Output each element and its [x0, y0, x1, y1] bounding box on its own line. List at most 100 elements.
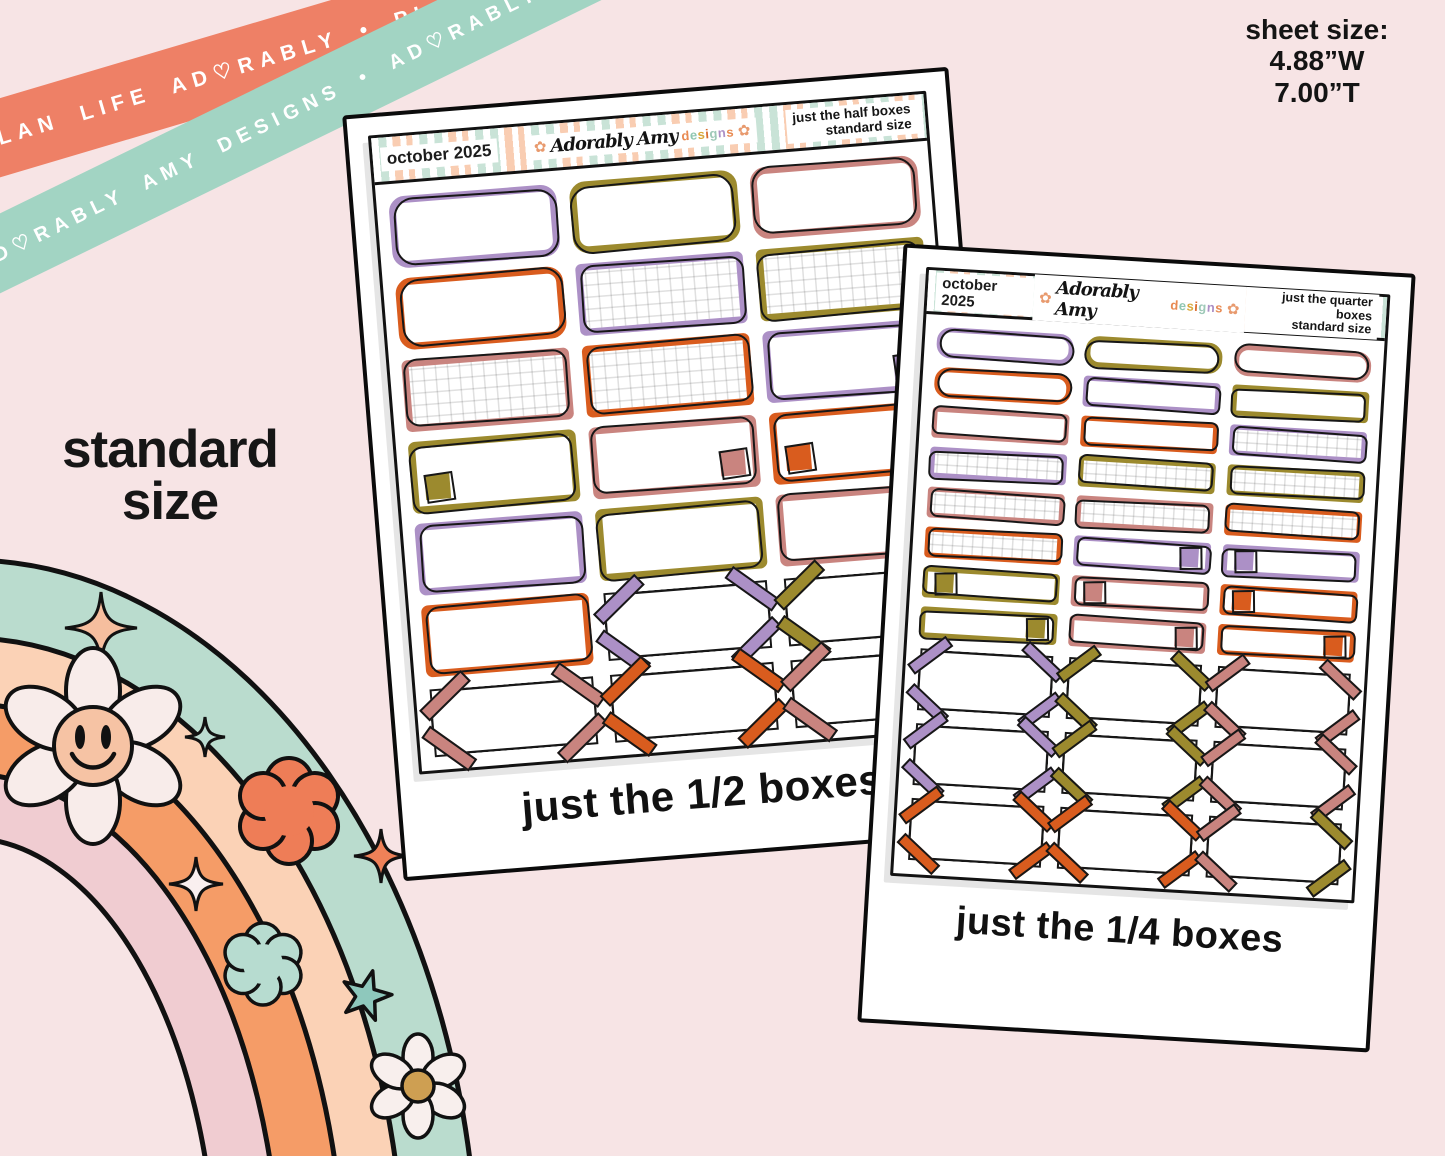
rect-box — [414, 510, 588, 596]
sticker-grid-orange — [581, 332, 755, 418]
corner-square-icon — [1174, 627, 1195, 648]
grid-box — [1075, 495, 1214, 535]
rect-box — [594, 496, 768, 582]
corner-square-icon — [785, 444, 813, 472]
sticker-rect-purple — [414, 510, 588, 596]
sticker-square-mauve — [1070, 575, 1209, 615]
round-box — [935, 326, 1075, 366]
brand-designs: designs — [1169, 297, 1224, 316]
corner-square-icon — [1322, 636, 1344, 657]
grid-box — [1228, 424, 1368, 464]
sparkle-icon — [185, 717, 225, 757]
square-box — [1070, 575, 1209, 615]
round-box — [394, 265, 568, 351]
flower-icon: ✿ — [533, 138, 548, 157]
square-box — [407, 428, 581, 515]
round-box — [1233, 344, 1372, 384]
round-box — [568, 169, 742, 255]
grid-box — [401, 347, 575, 433]
corner-square-icon — [1082, 581, 1103, 602]
rect-box — [1079, 415, 1219, 455]
sheet-size-title: sheet size: — [1245, 14, 1389, 45]
sticker-sheet-quarter-boxes: october 2025 ✿ Adorably Amy designs ✿ ju… — [857, 243, 1416, 1053]
rect-box — [420, 592, 594, 678]
sheet-size-height: 7.00”T — [1274, 76, 1360, 108]
grid-box — [1077, 455, 1217, 495]
sticker-grid-purple — [574, 250, 749, 337]
sticker-tape — [1202, 653, 1363, 749]
sheet-title: just the quarter boxes standard size — [1244, 287, 1380, 340]
sparkle-icon — [354, 829, 408, 883]
sticker-tape — [1198, 728, 1358, 823]
sticker-rect-purple — [1082, 375, 1221, 415]
sticker-round-olive — [1084, 335, 1224, 375]
sticker-round-olive — [568, 169, 742, 255]
star-icon — [342, 969, 394, 1022]
sheet-caption: just the 1/4 boxes — [954, 899, 1285, 962]
sticker-round-purple — [935, 326, 1075, 366]
sticker-grid-mauve — [1075, 495, 1214, 535]
sticker-tape — [599, 647, 790, 757]
sticker-grid-purple — [1228, 424, 1368, 464]
corner-square-icon — [933, 572, 955, 594]
rect-box — [1230, 384, 1370, 424]
corner-square-icon — [424, 473, 452, 501]
square-box — [588, 414, 762, 500]
smiley-daisy-icon — [3, 646, 183, 846]
sticker-square-orange — [1219, 583, 1358, 623]
round-box — [1084, 335, 1224, 375]
brand-script: Adorably Amy — [549, 125, 679, 157]
brand-script: Adorably Amy — [1054, 277, 1139, 322]
rect-box — [931, 406, 1070, 446]
standard-size-label: standard size — [62, 420, 279, 531]
sheet-paper: october 2025 ✿ Adorably Amy designs ✿ ju… — [890, 266, 1391, 904]
square-box — [1219, 583, 1358, 623]
sticker-square-purple — [1072, 535, 1212, 575]
sticker-round-orange — [394, 265, 568, 351]
grid-box — [928, 446, 1068, 486]
sticker-rect-olive — [594, 496, 768, 582]
brand-logo: ✿ Adorably Amy designs ✿ — [526, 116, 758, 161]
round-box — [748, 154, 922, 240]
sheet-month: october 2025 — [934, 272, 1035, 316]
corner-square-icon — [1025, 618, 1046, 639]
gold-daisy-icon — [369, 1032, 467, 1140]
sticker-grid-mauve — [401, 347, 575, 433]
sticker-rect-mauve — [931, 406, 1070, 446]
sticker-tape — [592, 565, 783, 676]
sheet-month: october 2025 — [379, 138, 499, 172]
grid-box — [581, 332, 755, 418]
rect-box — [1082, 375, 1221, 415]
grid-box — [1223, 504, 1363, 544]
sticker-tape — [419, 662, 609, 772]
flower-icon: ✿ — [1038, 289, 1053, 307]
rainbow-graphic — [0, 559, 472, 1156]
coral-flower-icon — [238, 756, 340, 866]
sticker-grid-mauve — [926, 486, 1065, 526]
sticker-square-purple — [1221, 543, 1361, 584]
sparkle-icon — [169, 857, 223, 911]
corner-square-icon — [1233, 550, 1254, 571]
square-box — [1221, 543, 1361, 584]
sticker-rect-orange — [420, 592, 594, 678]
corner-square-icon — [1231, 590, 1252, 611]
grid-box — [926, 486, 1065, 526]
sticker-tape — [1193, 803, 1354, 898]
sticker-round-mauve — [1233, 344, 1372, 384]
sheet-size-note: sheet size: 4.88”W 7.00”T — [1207, 14, 1427, 108]
sheet-size-width: 4.88”W — [1269, 45, 1365, 77]
sticker-grid-olive — [1226, 464, 1365, 504]
sticker-tape — [905, 635, 1065, 731]
sticker-tape — [1049, 719, 1210, 815]
sticker-grid-orange — [1223, 504, 1363, 544]
brand-designs: designs — [680, 123, 735, 143]
square-box — [921, 566, 1061, 606]
sticker-tape — [896, 785, 1057, 881]
flower-icon: ✿ — [737, 121, 752, 140]
round-box — [933, 366, 1073, 406]
round-box — [387, 183, 562, 269]
corner-square-icon — [719, 449, 747, 477]
grid-box — [1226, 464, 1365, 504]
sticker-rect-olive — [1230, 384, 1370, 424]
